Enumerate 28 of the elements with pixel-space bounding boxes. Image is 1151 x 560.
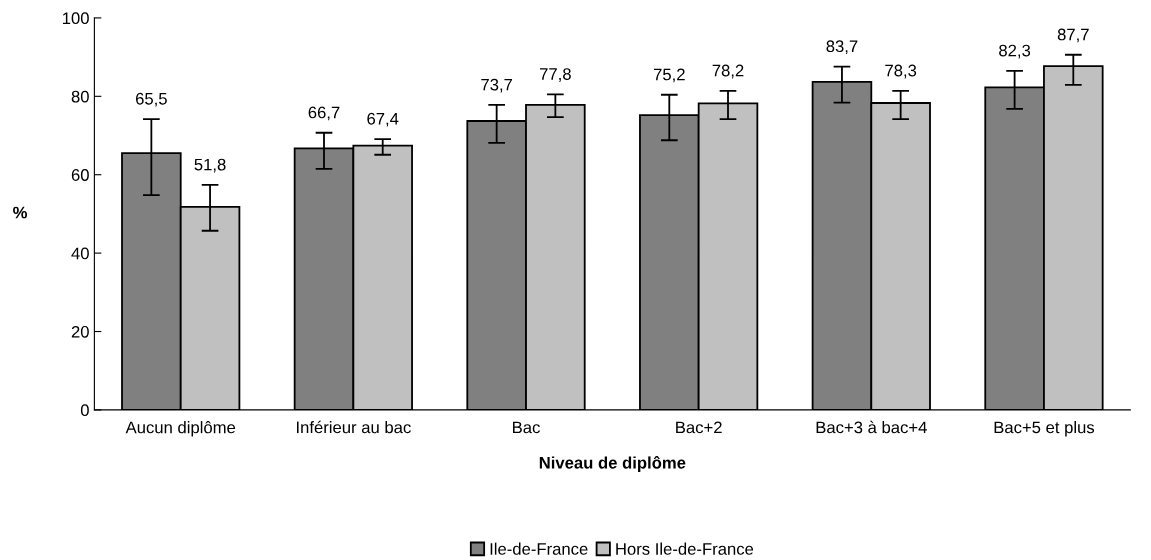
data-label: 67,4: [367, 112, 399, 127]
data-label: 65,5: [135, 92, 167, 107]
x-tick-label: Bac+2: [676, 421, 722, 434]
legend-label: Hors Ile-de-France: [616, 542, 754, 555]
y-tick-label: 0: [80, 404, 89, 417]
x-tick-label: Bac+3 à bac+4: [816, 420, 927, 434]
data-label: 83,7: [826, 40, 858, 55]
data-label: 73,7: [481, 78, 513, 93]
x-tick-label: Aucun diplôme: [125, 421, 236, 437]
data-label: 51,8: [194, 158, 226, 173]
x-tick-label: Bac: [513, 421, 540, 434]
data-label: 75,2: [653, 68, 685, 83]
data-label: 66,7: [308, 106, 340, 121]
y-axis-title: %: [13, 206, 28, 219]
y-tick-label: 100: [62, 12, 89, 25]
data-label: 78,2: [712, 64, 744, 79]
y-tick-label: 40: [71, 247, 89, 260]
legend-label: Ile-de-France: [490, 542, 588, 555]
data-label: 87,7: [1057, 28, 1089, 43]
x-tick-label: Inférieur au bac: [297, 420, 411, 434]
x-axis-title: Niveau de diplôme: [539, 456, 686, 472]
data-label: 77,8: [539, 68, 571, 82]
data-label: 78,3: [885, 64, 917, 79]
data-label: 82,3: [999, 44, 1031, 59]
y-tick-label: 60: [71, 169, 89, 181]
x-tick-label: Bac+5 et plus: [994, 421, 1095, 437]
y-tick-label: 20: [71, 325, 89, 338]
y-tick-label: 80: [71, 90, 89, 103]
